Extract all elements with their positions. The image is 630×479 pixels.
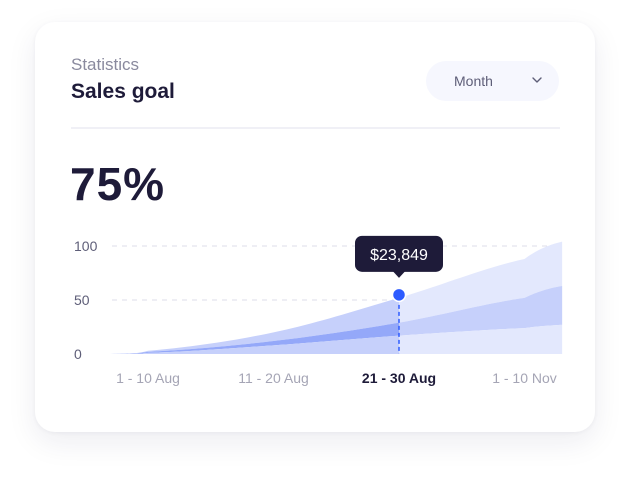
area-band-lower: [110, 335, 399, 354]
progress-percentage: 75%: [70, 158, 166, 210]
highlight-point[interactable]: [391, 287, 407, 303]
period-select[interactable]: Month: [426, 61, 559, 101]
area-band-outer-future: [399, 241, 563, 323]
tooltip-arrow: [393, 271, 405, 278]
area-band-lower-future: [399, 324, 563, 354]
x-tick-label[interactable]: 1 - 10 Aug: [116, 370, 180, 386]
x-tick-label[interactable]: 11 - 20 Aug: [238, 370, 309, 386]
y-tick-label: 100: [74, 238, 98, 254]
card-subtitle: Statistics: [71, 55, 140, 74]
x-tick-label[interactable]: 21 - 30 Aug: [362, 370, 436, 386]
chevron-down-icon: [532, 77, 542, 83]
tooltip-box: [355, 235, 443, 272]
y-tick-label: 50: [74, 292, 90, 308]
y-tick-label: 0: [74, 346, 82, 362]
x-tick-label[interactable]: 1 - 10 Nov: [492, 370, 557, 386]
area-band-middle-future: [399, 285, 563, 336]
tooltip-value: $23,849: [370, 247, 428, 264]
divider: [71, 127, 560, 129]
card-title: Sales goal: [71, 80, 175, 103]
area-band-middle: [110, 322, 399, 354]
sales-goal-card: Statistics Sales goal Month 75%: [35, 22, 595, 432]
area-band-outer: [110, 297, 399, 354]
period-select-value: Month: [454, 73, 493, 89]
